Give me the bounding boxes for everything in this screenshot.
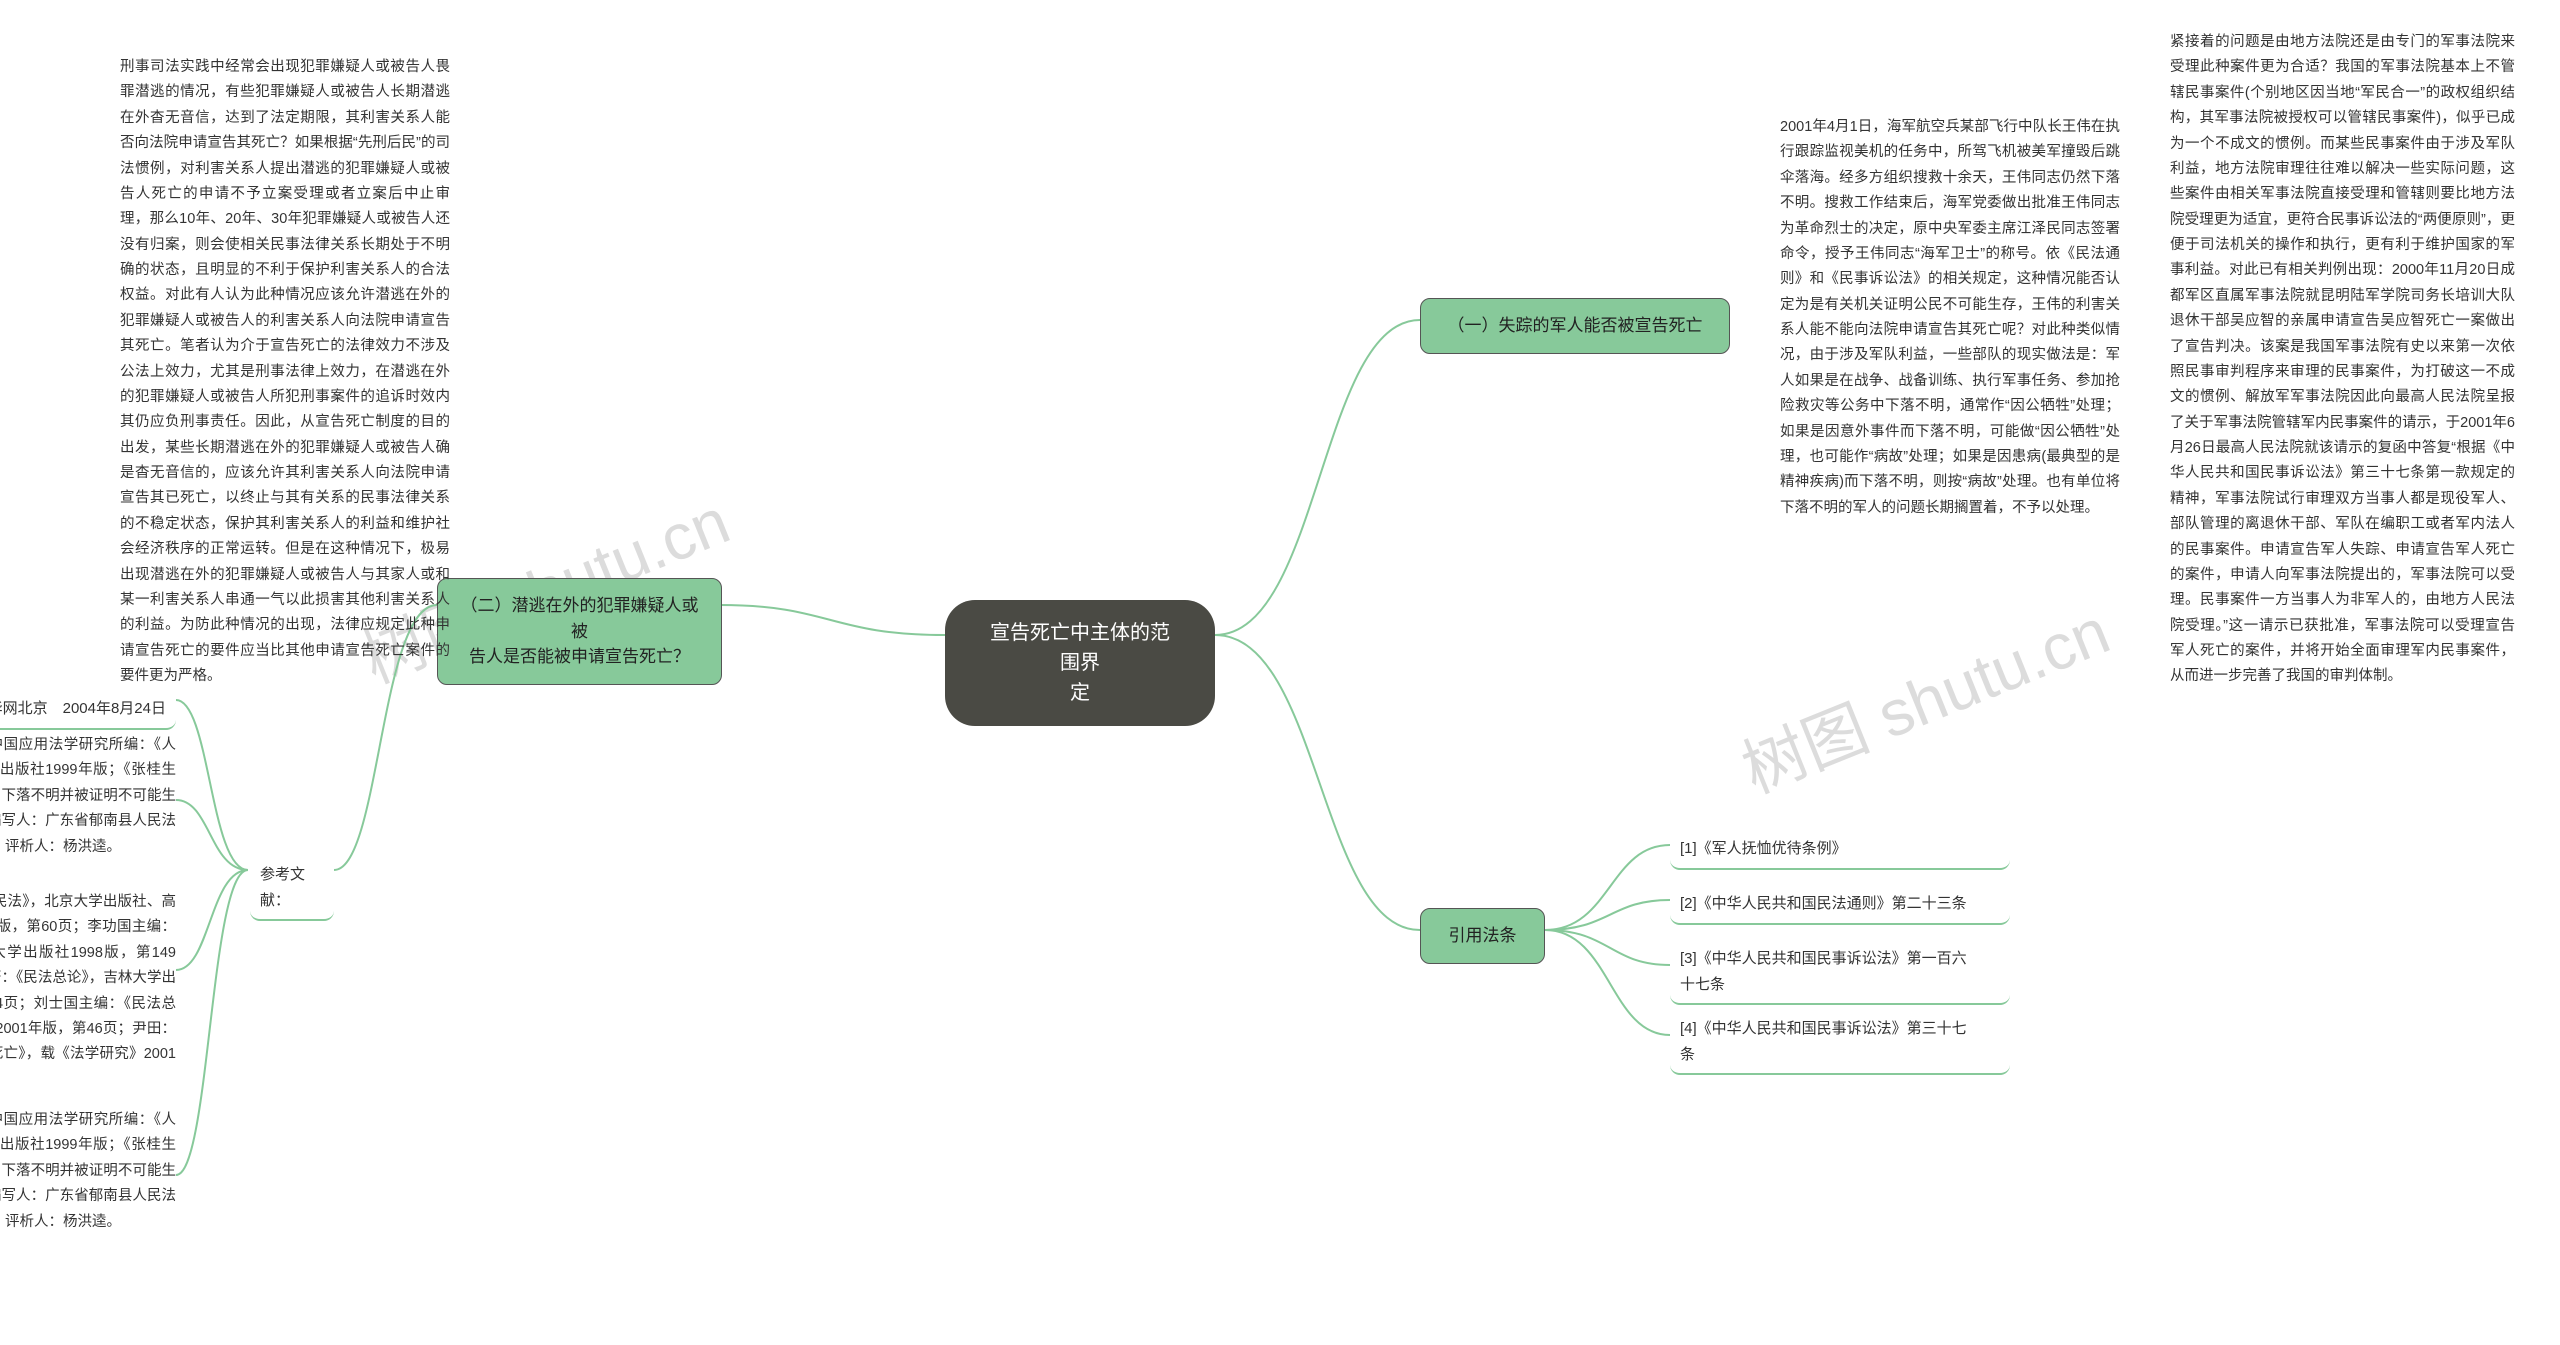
branch-fugitive: （二）潜逃在外的犯罪嫌疑人或被 告人是否能被申请宣告死亡？ <box>437 578 722 685</box>
branch-fugitive-line1: （二）潜逃在外的犯罪嫌疑人或被 <box>460 593 699 644</box>
citation-1: [1]《军人抚恤优待条例》 <box>1670 830 2010 870</box>
citation-3-line1: [3]《中华人民共和国民事诉讼法》第一百六 <box>1680 946 2000 972</box>
root-title-line2: 定 <box>981 678 1179 708</box>
ref-item-2: 1 参见最高人民法院中国应用法学研究所编：《人民法院案例选》，时事出版社1999… <box>0 733 176 860</box>
ref-item-1: 1 参见 新华网北京 2004年8月24日 <box>0 690 176 730</box>
citation-3-line2: 十七条 <box>1680 972 2000 998</box>
citation-4-line2: 条 <box>1680 1042 2000 1068</box>
text-case-wangwei: 2001年4月1日，海军航空兵某部飞行中队长王伟在执行跟踪监视美机的任务中，所驾… <box>1780 115 2120 521</box>
leaf-references-label: 参考文献： <box>260 866 305 909</box>
branch-citations-label: 引用法条 <box>1449 926 1517 945</box>
branch-missing-soldier: （一）失踪的军人能否被宣告死亡 <box>1420 298 1730 354</box>
text-military-court: 紧接着的问题是由地方法院还是由专门的军事法院来受理此种案件更为合适？我国的军事法… <box>2170 30 2515 690</box>
citation-4-line1: [4]《中华人民共和国民事诉讼法》第三十七 <box>1680 1016 2000 1042</box>
branch-citations: 引用法条 <box>1420 908 1545 964</box>
citation-4: [4]《中华人民共和国民事诉讼法》第三十七 条 <box>1670 1010 2010 1075</box>
ref-item-3: 1 参见魏振源主编：《民法》，北京大学出版社、高等教育出版社 2000年版，第6… <box>0 890 176 1093</box>
branch-missing-soldier-label: （一）失踪的军人能否被宣告死亡 <box>1448 316 1703 335</box>
citation-1-text: [1]《军人抚恤优待条例》 <box>1680 840 1847 857</box>
citation-2-text: [2]《中华人民共和国民法通则》第二十三条 <box>1680 895 1967 912</box>
citation-2: [2]《中华人民共和国民法通则》第二十三条 <box>1670 885 2010 925</box>
ref-item-1-text: 1 参见 新华网北京 2004年8月24日 <box>0 700 166 717</box>
branch-fugitive-line2: 告人是否能被申请宣告死亡？ <box>460 644 699 670</box>
root-node: 宣告死亡中主体的范围界 定 <box>945 600 1215 726</box>
leaf-references: 参考文献： <box>250 856 334 921</box>
citation-3: [3]《中华人民共和国民事诉讼法》第一百六 十七条 <box>1670 940 2010 1005</box>
ref-item-4: 2 参见最高人民法院中国应用法学研究所编：《人民法院案例选》，时事出版社1999… <box>0 1108 176 1235</box>
text-fugitive-analysis: 刑事司法实践中经常会出现犯罪嫌疑人或被告人畏罪潜逃的情况，有些犯罪嫌疑人或被告人… <box>120 55 450 689</box>
root-title-line1: 宣告死亡中主体的范围界 <box>981 618 1179 678</box>
